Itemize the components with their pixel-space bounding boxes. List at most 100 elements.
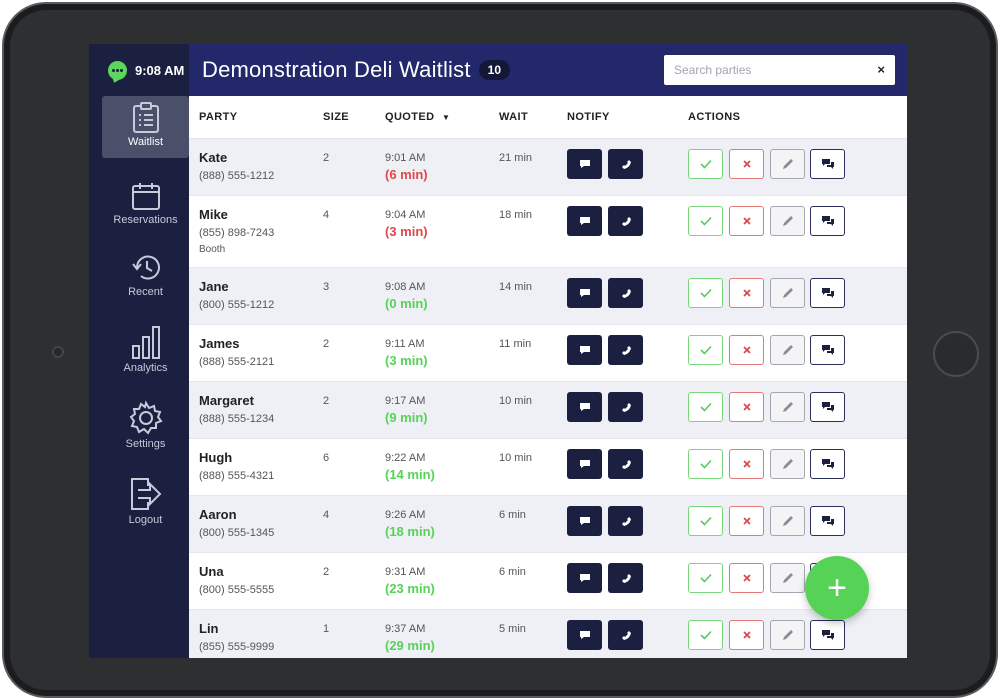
remove-party-button[interactable] (729, 620, 764, 650)
waitlist-count-badge: 10 (478, 60, 511, 80)
table-row[interactable]: Hugh (888) 555-4321 6 9:22 AM (14 min) 1… (189, 439, 907, 496)
seat-party-button[interactable] (688, 149, 723, 179)
call-button[interactable] (608, 506, 643, 536)
send-sms-button[interactable] (567, 506, 602, 536)
send-sms-button[interactable] (567, 206, 602, 236)
call-button[interactable] (608, 392, 643, 422)
send-sms-button[interactable] (567, 392, 602, 422)
message-icon (579, 217, 590, 225)
party-size: 2 (323, 338, 330, 350)
edit-party-button[interactable] (770, 206, 805, 236)
send-sms-button[interactable] (567, 620, 602, 650)
edit-party-button[interactable] (770, 278, 805, 308)
wait-time: 10 min (499, 452, 533, 464)
chat-button[interactable] (810, 206, 845, 236)
sidebar-item-waitlist[interactable]: Waitlist (102, 96, 189, 158)
table-row[interactable]: Una (800) 555-5555 2 9:31 AM (23 min) 6 … (189, 553, 907, 610)
add-party-button[interactable]: + (805, 556, 869, 620)
sort-desc-icon: ▼ (441, 113, 451, 122)
sidebar-item-settings[interactable]: Settings (102, 394, 189, 460)
call-button[interactable] (608, 149, 643, 179)
phone-icon (621, 517, 631, 526)
table-row[interactable]: James (888) 555-2121 2 9:11 AM (3 min) 1… (189, 325, 907, 382)
send-sms-button[interactable] (567, 149, 602, 179)
remove-party-button[interactable] (729, 335, 764, 365)
edit-party-button[interactable] (770, 506, 805, 536)
send-sms-button[interactable] (567, 449, 602, 479)
send-sms-button[interactable] (567, 335, 602, 365)
chat-button[interactable] (810, 278, 845, 308)
quoted-time: 9:01 AM (385, 152, 426, 164)
chat-button[interactable] (810, 149, 845, 179)
call-button[interactable] (608, 449, 643, 479)
clear-search-icon[interactable]: × (877, 62, 885, 77)
phone-icon (621, 460, 631, 469)
call-button[interactable] (608, 563, 643, 593)
chat-button[interactable] (810, 620, 845, 650)
sidebar-item-recent[interactable]: Recent (102, 246, 189, 308)
phone-icon (621, 160, 631, 169)
party-phone: (888) 555-1234 (199, 413, 275, 425)
chat-button[interactable] (810, 392, 845, 422)
table-row[interactable]: Kate (888) 555-1212 2 9:01 AM (6 min) 21… (189, 139, 907, 196)
seat-party-button[interactable] (688, 392, 723, 422)
seat-party-button[interactable] (688, 278, 723, 308)
remove-party-button[interactable] (729, 506, 764, 536)
table-row[interactable]: Aaron (800) 555-1345 4 9:26 AM (18 min) … (189, 496, 907, 553)
checkmark-icon (699, 459, 712, 469)
chat-button[interactable] (810, 335, 845, 365)
send-sms-button[interactable] (567, 563, 602, 593)
remove-party-button[interactable] (729, 392, 764, 422)
remove-party-button[interactable] (729, 563, 764, 593)
edit-party-button[interactable] (770, 149, 805, 179)
sidebar-item-analytics[interactable]: Analytics (102, 318, 189, 384)
remove-party-button[interactable] (729, 278, 764, 308)
edit-party-button[interactable] (770, 392, 805, 422)
table-row[interactable]: Margaret (888) 555-1234 2 9:17 AM (9 min… (189, 382, 907, 439)
column-header-notify: NOTIFY (567, 111, 610, 123)
gear-icon (129, 400, 163, 435)
quoted-delta: (0 min) (385, 296, 428, 311)
calendar-icon (131, 183, 160, 210)
seat-party-button[interactable] (688, 563, 723, 593)
sidebar-item-reservations[interactable]: Reservations (102, 174, 189, 236)
remove-party-button[interactable] (729, 206, 764, 236)
chat-button[interactable] (810, 506, 845, 536)
quoted-delta: (14 min) (385, 467, 435, 482)
column-header-wait[interactable]: WAIT (499, 111, 529, 123)
edit-party-button[interactable] (770, 563, 805, 593)
call-button[interactable] (608, 278, 643, 308)
call-button[interactable] (608, 620, 643, 650)
phone-icon (621, 289, 631, 298)
party-name: Jane (199, 279, 229, 294)
table-row[interactable]: Jane (800) 555-1212 3 9:08 AM (0 min) 14… (189, 268, 907, 325)
search-input[interactable] (664, 63, 864, 77)
bar-chart-icon (131, 326, 160, 359)
edit-party-button[interactable] (770, 620, 805, 650)
call-button[interactable] (608, 335, 643, 365)
seat-party-button[interactable] (688, 335, 723, 365)
seat-party-button[interactable] (688, 449, 723, 479)
home-button[interactable] (933, 331, 979, 377)
party-name: Aaron (199, 507, 237, 522)
call-button[interactable] (608, 206, 643, 236)
chat-button[interactable] (810, 449, 845, 479)
seat-party-button[interactable] (688, 506, 723, 536)
sidebar-item-label: Logout (128, 514, 163, 526)
table-row[interactable]: Mike (855) 898-7243 Booth 4 9:04 AM (3 m… (189, 196, 907, 268)
remove-party-button[interactable] (729, 149, 764, 179)
party-name: Hugh (199, 450, 233, 465)
wait-time: 11 min (499, 338, 532, 350)
column-header-party[interactable]: PARTY (199, 111, 238, 123)
seat-party-button[interactable] (688, 206, 723, 236)
party-size: 1 (323, 623, 330, 635)
column-header-quoted[interactable]: QUOTED ▼ (385, 111, 450, 123)
send-sms-button[interactable] (567, 278, 602, 308)
remove-party-button[interactable] (729, 449, 764, 479)
column-header-size[interactable]: SIZE (323, 111, 350, 123)
edit-party-button[interactable] (770, 449, 805, 479)
seat-party-button[interactable] (688, 620, 723, 650)
table-row[interactable]: Lin (855) 555-9999 1 9:37 AM (29 min) 5 … (189, 610, 907, 658)
sidebar-item-logout[interactable]: Logout (102, 470, 189, 536)
edit-party-button[interactable] (770, 335, 805, 365)
